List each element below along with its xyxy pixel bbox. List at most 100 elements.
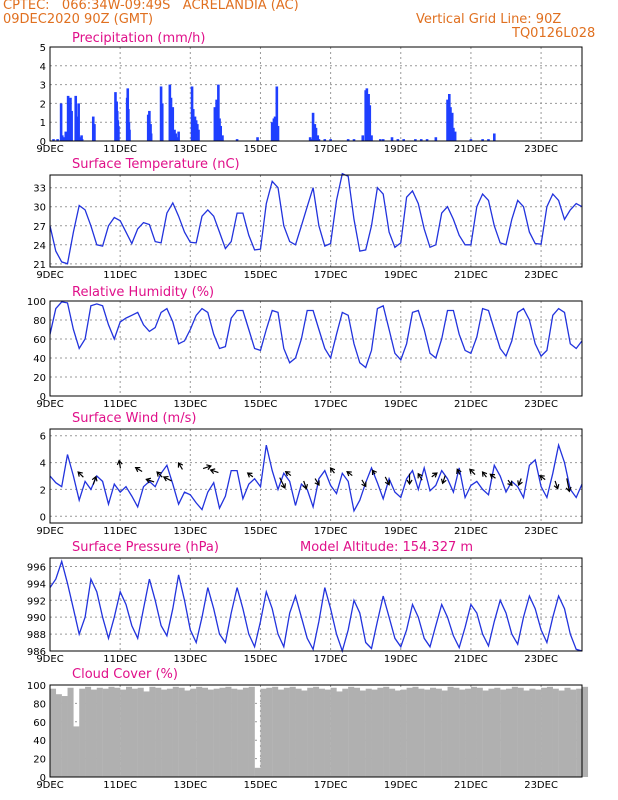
cloud-cover-bar [225,686,232,777]
cloud-cover-bar [570,689,577,777]
wind-arrow [284,470,292,477]
precip-bar [452,127,455,141]
precip-bar [316,135,320,141]
wind-arrow [329,467,336,474]
precip-bar [314,127,318,141]
x-tick-label: 13DEC [173,526,207,537]
y-tick-label: 996 [27,562,46,573]
cloud-cover-bar [50,688,57,777]
cloud-cover-bar [394,690,401,777]
x-tick-label: 23DEC [524,270,558,281]
cloud-cover-bar [383,686,390,777]
cloud-cover-bar [231,688,238,777]
precip-bar [481,139,484,141]
model-altitude: Model Altitude: 154.327 m [300,540,473,555]
cloud-cover-bar [371,689,378,777]
panel-frame [49,684,583,778]
x-tick-label: 19DEC [384,144,418,155]
precip-bar [60,135,64,141]
y-tick-label: 3 [40,81,46,92]
wind-arrow [202,464,212,470]
cloud-cover-bar [330,687,337,777]
x-tick-label: 15DEC [244,654,278,665]
cloud-cover-bar [336,691,343,777]
x-tick-label: 11DEC [103,270,137,281]
cloud-cover-bar [488,688,495,777]
cloud-cover-bar [546,686,553,777]
x-tick-label: 23DEC [524,399,558,410]
cloud-cover-bar [558,690,565,777]
precip-bar [235,139,239,141]
cloud-cover-bar [178,687,185,777]
cloud-cover-bar [412,686,419,777]
cloud-cover-bar [318,688,325,777]
cloud-cover-bar [61,696,68,777]
y-tick-label: 2 [40,99,46,110]
y-tick-label: 30 [33,203,46,214]
cloud-cover-bar [73,726,80,777]
precip-bar [149,133,153,141]
cloud-cover-bar [161,689,168,777]
precip-bar [276,125,280,141]
wind-arrow [162,475,172,482]
cloud-cover-bar [149,686,156,777]
precip-bar [329,139,332,141]
y-tick-label: 33 [33,184,46,195]
precip-bar [453,131,457,141]
cloud-cover-bar [435,688,442,777]
cloud-cover-bar [79,688,86,777]
cloud-cover-bar [295,688,302,777]
cloud-cover-bar [248,686,255,777]
wind-arrow [539,475,546,481]
panel-frame [49,46,583,142]
cloud-cover-bar [102,688,109,777]
cloud-cover-bar [278,689,285,777]
precip-bar [365,88,369,141]
wind-arrow [489,473,496,479]
y-tick-label: 1 [40,118,46,129]
precip-bar [450,112,454,141]
y-tick-label: 990 [27,613,46,624]
cloud-cover-bar [254,767,261,777]
panel-frame [49,428,583,524]
x-tick-label: 13DEC [173,780,207,791]
cloud-cover-bar [67,687,74,777]
x-tick-label: 15DEC [244,526,278,537]
panel-frame [49,300,583,397]
y-tick-label: 4 [40,62,46,73]
precip-bar [160,103,164,141]
precip-bar [77,103,80,141]
x-tick-label: 9DEC [36,144,63,155]
precip-bar [215,99,218,141]
precip-bar [175,137,179,141]
cloud-cover-bar [96,687,103,777]
x-tick-label: 11DEC [103,780,137,791]
cloud-cover-bar [447,686,454,777]
cloud-cover-bar [242,687,249,777]
cloud-cover-bar [190,688,197,777]
y-tick-label: 40 [33,736,46,747]
precip-bar [59,103,63,141]
cloud-cover-bar [301,690,308,777]
x-tick-label: 19DEC [384,654,418,665]
precip-bar [311,112,315,141]
cloud-cover-bar [196,686,203,777]
x-tick-label: 13DEC [173,144,207,155]
cloud-cover-bar [202,687,209,777]
cloud-cover-bar [523,690,530,777]
wind-arrow [116,459,123,469]
precip-bar [370,135,373,141]
x-tick-label: 19DEC [384,780,418,791]
cloud-cover-bar [582,686,589,777]
cloud-cover-bar [172,686,179,777]
y-tick-label: 0 [40,773,46,784]
cloud-cover-bar [307,687,314,777]
cloud-cover-bar [283,687,290,777]
cloud-cover-bar [260,688,267,777]
precip-bar [128,129,131,141]
wind-arrow [406,473,413,486]
cloud-cover-bar [476,687,483,777]
wind-arrow [469,468,476,475]
date-header: 09DEC2020 90Z (GMT) [3,12,154,27]
